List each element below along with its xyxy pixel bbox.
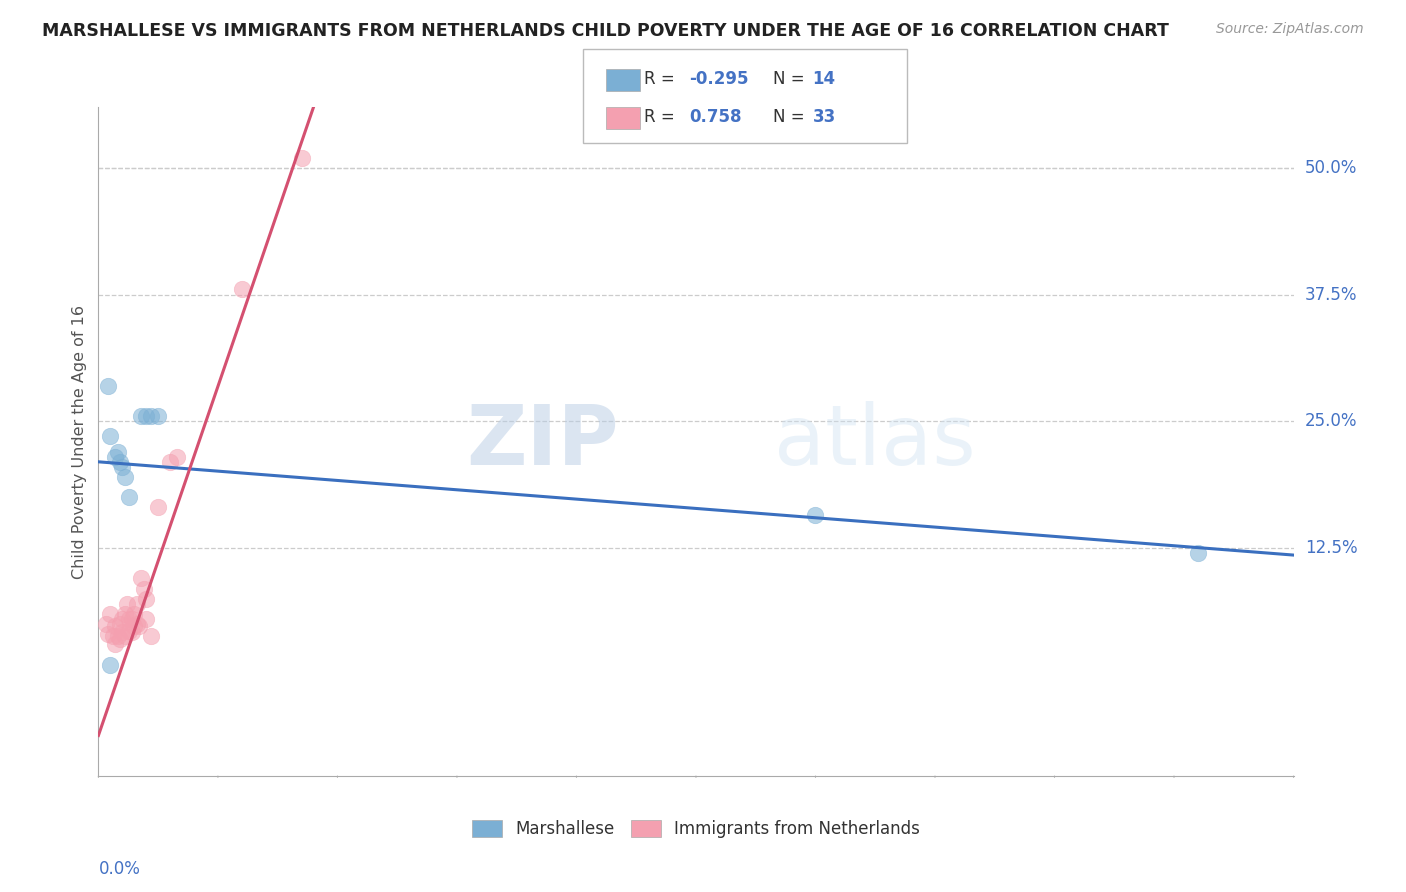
Point — [804, 508, 827, 522]
Point — [121, 625, 143, 640]
Point — [104, 619, 127, 633]
Text: N =: N = — [773, 108, 810, 126]
Point — [166, 450, 188, 464]
Point — [97, 627, 120, 641]
Point — [98, 657, 122, 672]
Point — [118, 612, 141, 626]
Point — [107, 629, 129, 643]
Text: MARSHALLESE VS IMMIGRANTS FROM NETHERLANDS CHILD POVERTY UNDER THE AGE OF 16 COR: MARSHALLESE VS IMMIGRANTS FROM NETHERLAN… — [42, 22, 1168, 40]
Text: 0.0%: 0.0% — [98, 860, 141, 878]
Point — [108, 455, 131, 469]
Point — [125, 617, 148, 632]
Point — [98, 607, 122, 621]
Text: Source: ZipAtlas.com: Source: ZipAtlas.com — [1216, 22, 1364, 37]
Point — [115, 597, 138, 611]
Point — [291, 151, 314, 165]
Point — [135, 409, 157, 424]
Text: 12.5%: 12.5% — [1305, 539, 1357, 557]
Point — [108, 632, 131, 647]
Text: 14: 14 — [813, 70, 835, 88]
Point — [135, 612, 157, 626]
Point — [132, 582, 155, 596]
Point — [107, 444, 129, 458]
Text: atlas: atlas — [773, 401, 976, 482]
Point — [128, 619, 150, 633]
Point — [111, 612, 134, 626]
Point — [124, 607, 146, 621]
Point — [231, 283, 253, 297]
Text: 37.5%: 37.5% — [1305, 285, 1357, 303]
Text: 25.0%: 25.0% — [1305, 412, 1357, 430]
Y-axis label: Child Poverty Under the Age of 16: Child Poverty Under the Age of 16 — [72, 304, 87, 579]
Text: R =: R = — [644, 108, 685, 126]
Point — [118, 624, 141, 639]
Text: ZIP: ZIP — [465, 401, 619, 482]
Point — [111, 625, 134, 640]
Text: R =: R = — [644, 70, 681, 88]
Point — [101, 629, 124, 643]
Text: 33: 33 — [813, 108, 837, 126]
Point — [114, 470, 136, 484]
Point — [131, 571, 153, 585]
Point — [159, 455, 181, 469]
Point — [139, 409, 162, 424]
Point — [98, 429, 122, 443]
Point — [135, 591, 157, 606]
Point — [118, 491, 141, 505]
Point — [124, 619, 146, 633]
Point — [104, 450, 127, 464]
Point — [148, 409, 170, 424]
Point — [148, 500, 170, 515]
Point — [111, 459, 134, 474]
Point — [97, 378, 120, 392]
Point — [131, 409, 153, 424]
Point — [1187, 546, 1209, 560]
Point — [114, 629, 136, 643]
Text: -0.295: -0.295 — [689, 70, 748, 88]
Text: 0.758: 0.758 — [689, 108, 741, 126]
Point — [94, 617, 117, 632]
Point — [125, 597, 148, 611]
Point — [108, 617, 131, 632]
Point — [139, 629, 162, 643]
Point — [104, 637, 127, 651]
Text: 50.0%: 50.0% — [1305, 159, 1357, 177]
Text: N =: N = — [773, 70, 810, 88]
Point — [114, 607, 136, 621]
Point — [121, 612, 143, 626]
Legend: Marshallese, Immigrants from Netherlands: Marshallese, Immigrants from Netherlands — [465, 814, 927, 845]
